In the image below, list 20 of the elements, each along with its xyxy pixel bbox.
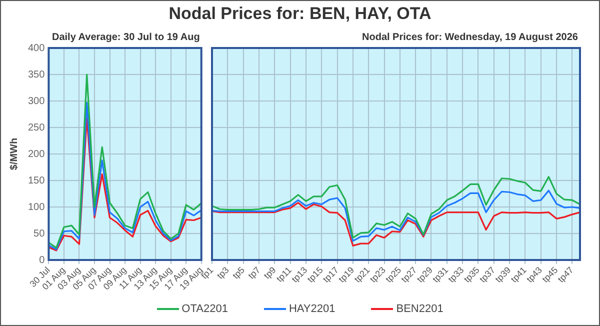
y-tick-label: 200	[28, 148, 46, 160]
chart-subtitle: Daily Average: 30 Jul to 19 Aug	[52, 32, 200, 43]
y-tick-label: 50	[34, 228, 46, 240]
x-tick-label: tp5	[230, 264, 246, 281]
legend-label: OTA2201	[182, 303, 228, 315]
x-tick-label: tp3	[214, 264, 231, 281]
x-tick-label: tp7	[246, 264, 262, 281]
y-tick-label: 350	[28, 69, 46, 80]
x-tick-label: tp41	[508, 264, 528, 284]
y-tick-label: 150	[28, 175, 46, 186]
y-tick-label: 0	[39, 254, 46, 266]
y-axis-title: $/MWh	[8, 138, 20, 170]
y-tick-label: 100	[28, 202, 46, 213]
chart-subtitle: Nodal Prices for: Wednesday, 19 August 2026	[362, 32, 578, 43]
y-tick-label: 400	[28, 42, 46, 54]
legend-label: BEN2201	[396, 303, 444, 315]
y-tick-label: 300	[28, 96, 46, 107]
y-tick-label: 250	[28, 122, 46, 134]
text: Nodal Prices for: BEN, HAY, OTA	[168, 4, 432, 24]
legend-label: HAY2201	[288, 303, 336, 315]
